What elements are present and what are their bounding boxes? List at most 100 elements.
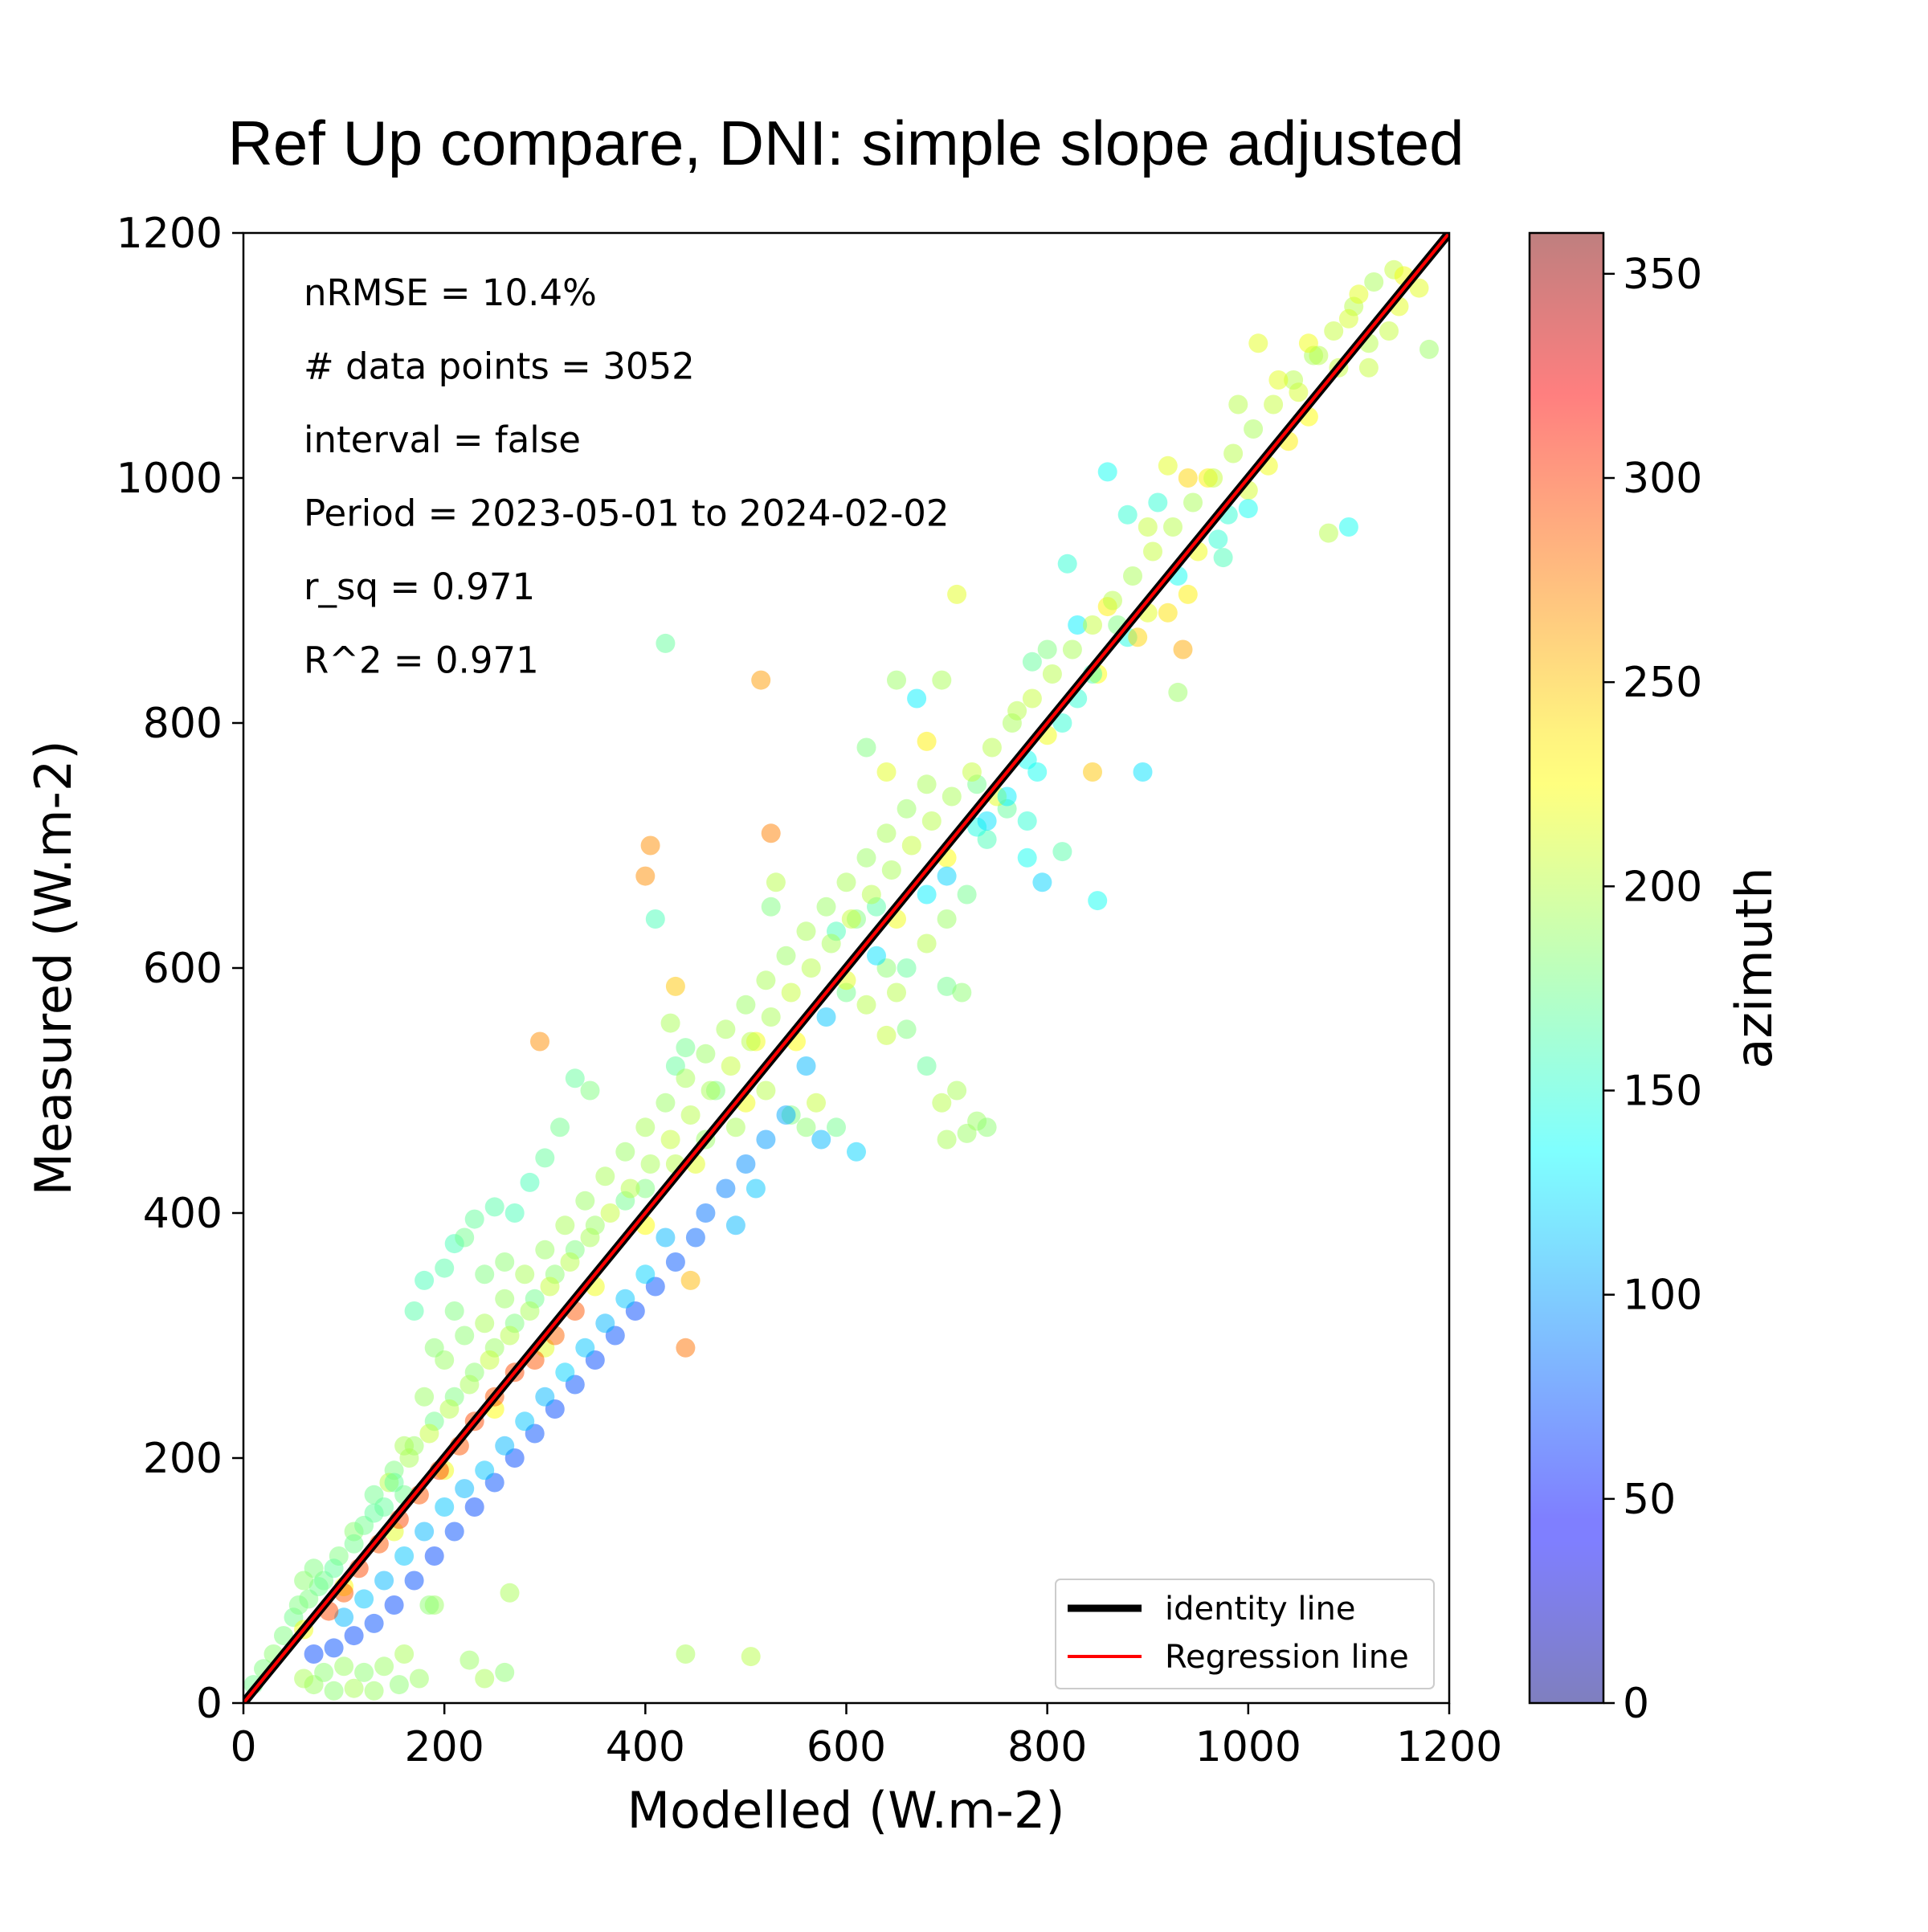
- scatter-point: [1148, 492, 1168, 513]
- x-tick-label: 800: [1007, 1723, 1087, 1771]
- scatter-point: [766, 872, 786, 892]
- colorbar: 0 50 100 150 200 250 300 350 azimuth: [1528, 231, 1783, 1728]
- y-tick-label: 400: [143, 1190, 223, 1238]
- scatter-point: [761, 1007, 781, 1027]
- colorbar-tick-label: 300: [1623, 455, 1702, 503]
- scatter-point: [495, 1252, 515, 1272]
- x-axis-label: Modelled (W.m-2): [627, 1781, 1064, 1840]
- scatter-point: [515, 1411, 535, 1432]
- scatter-point: [1062, 639, 1082, 660]
- scatter-point: [484, 1197, 504, 1217]
- scatter-point: [917, 731, 937, 751]
- scatter-point: [1178, 468, 1198, 488]
- colorbar-tick-label: 200: [1623, 863, 1702, 911]
- scatter-point: [1158, 455, 1178, 476]
- scatter-point: [1309, 345, 1329, 366]
- scatter-point: [745, 1178, 766, 1199]
- scatter-point: [535, 1240, 555, 1260]
- scatter-point: [1032, 872, 1052, 892]
- scatter-point: [1264, 394, 1284, 415]
- scatter-point: [1088, 891, 1108, 911]
- scatter-point: [274, 1626, 293, 1646]
- scatter-point: [917, 884, 937, 905]
- stats-annotation: R^2 = 0.971: [304, 639, 539, 682]
- scatter-point: [761, 897, 781, 917]
- scatter-point: [937, 976, 957, 996]
- colorbar-tick-label: 50: [1623, 1476, 1676, 1524]
- x-tick-label: 600: [807, 1723, 886, 1771]
- scatter-point: [1057, 553, 1077, 574]
- x-tick-label: 400: [606, 1723, 685, 1771]
- scatter-point: [917, 933, 937, 954]
- stats-annotation: Period = 2023-05-01 to 2024-02-02: [304, 492, 949, 535]
- scatter-point: [1203, 468, 1223, 488]
- colorbar-tick-label: 250: [1623, 659, 1702, 707]
- scatter-point: [887, 982, 906, 1003]
- scatter-point: [696, 1044, 716, 1064]
- scatter-point: [1133, 762, 1153, 782]
- scatter-point: [796, 921, 816, 941]
- colorbar-tick-label: 350: [1623, 251, 1702, 299]
- scatter-point: [1248, 333, 1268, 353]
- scatter-point: [977, 811, 997, 831]
- x-tick-label: 1000: [1195, 1723, 1301, 1771]
- scatter-point: [1228, 394, 1248, 415]
- scatter-point: [475, 1264, 495, 1285]
- scatter-point: [1208, 529, 1228, 549]
- scatter-point: [897, 799, 917, 819]
- scatter-point: [394, 1644, 415, 1664]
- scatter-point: [1364, 272, 1384, 292]
- scatter-point: [856, 995, 876, 1015]
- scatter-point: [415, 1522, 435, 1542]
- y-tick-label: 200: [143, 1435, 223, 1483]
- colorbar-ticks: 0 50 100 150 200 250 300 350: [1603, 251, 1702, 1728]
- scatter-point: [665, 1252, 685, 1272]
- scatter-point: [1349, 284, 1369, 304]
- scatter-point: [615, 1142, 635, 1162]
- scatter-point: [1002, 713, 1022, 733]
- scatter-point: [575, 1191, 595, 1211]
- scatter-point: [565, 1068, 585, 1089]
- x-tick-label: 1200: [1396, 1723, 1502, 1771]
- scatter-point: [550, 1117, 570, 1138]
- stats-annotation: interval = false: [304, 419, 581, 461]
- scatter-point: [304, 1644, 324, 1664]
- scatter-point: [530, 1031, 549, 1052]
- scatter-point: [761, 823, 781, 843]
- scatter-point: [475, 1460, 495, 1481]
- scatter-point: [856, 848, 876, 868]
- lines-layer: [243, 233, 1449, 1703]
- scatter-point: [580, 1080, 600, 1101]
- scatter-point: [847, 1142, 866, 1162]
- y-axis-label: Measured (W.m-2): [24, 740, 83, 1195]
- scatter-point: [404, 1571, 424, 1591]
- scatter-point: [932, 670, 952, 690]
- scatter-point: [1173, 639, 1193, 660]
- scatter-point: [1318, 523, 1338, 543]
- scatter-point: [504, 1203, 525, 1223]
- scatter-point: [1068, 615, 1088, 635]
- scatter-point: [696, 1203, 716, 1223]
- scatter-point: [374, 1571, 394, 1591]
- scatter-point: [937, 1129, 957, 1150]
- scatter-point: [595, 1313, 615, 1334]
- scatter-point: [404, 1301, 424, 1321]
- y-tick-label: 800: [143, 700, 223, 748]
- chart-title: Ref Up compare, DNI: simple slope adjust…: [227, 108, 1464, 178]
- colorbar-tick-label: 150: [1623, 1068, 1702, 1116]
- scatter-point: [294, 1571, 314, 1591]
- scatter-point: [354, 1662, 374, 1682]
- scatter-point: [947, 584, 967, 604]
- colorbar-tick-label: 100: [1623, 1272, 1702, 1320]
- scatter-point: [897, 958, 917, 978]
- scatter-point: [816, 1007, 836, 1027]
- scatter-point: [881, 860, 901, 880]
- scatter-point: [495, 1436, 515, 1456]
- scatter-point: [660, 1013, 680, 1033]
- scatter-point: [1128, 627, 1148, 647]
- scatter-point: [721, 1056, 741, 1076]
- scatter-point: [1158, 602, 1178, 623]
- scatter-point: [1143, 541, 1162, 562]
- scatter-point: [1338, 517, 1358, 537]
- scatter-point: [455, 1325, 475, 1346]
